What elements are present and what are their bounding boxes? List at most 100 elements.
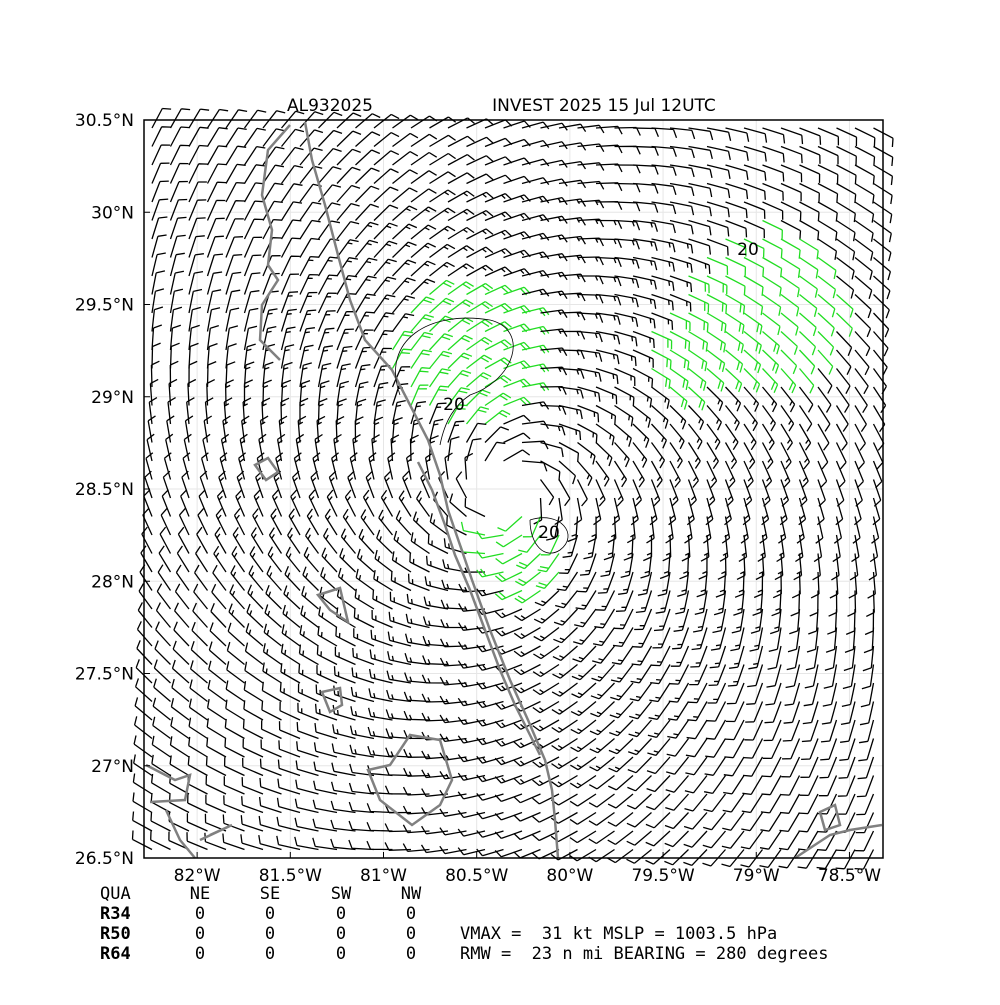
wind-barb bbox=[575, 590, 597, 610]
wind-barb bbox=[145, 452, 154, 480]
wind-barb bbox=[609, 719, 634, 737]
wind-barb bbox=[762, 275, 782, 297]
wind-barb bbox=[632, 182, 659, 194]
wind-barb bbox=[243, 236, 263, 258]
wind-barb bbox=[151, 198, 169, 221]
wind-barb bbox=[336, 220, 360, 240]
wind-barb bbox=[705, 719, 727, 740]
wind-barb bbox=[317, 625, 338, 647]
wind-barb bbox=[632, 404, 651, 428]
wind-barb bbox=[873, 238, 892, 262]
wind-barb bbox=[169, 162, 189, 184]
wind-barb bbox=[494, 682, 523, 692]
wind-barb bbox=[428, 350, 453, 369]
wind-barb bbox=[743, 256, 765, 277]
wind-barb bbox=[476, 811, 504, 820]
wind-barb bbox=[355, 131, 381, 147]
wind-barb bbox=[798, 812, 819, 833]
wind-barb bbox=[836, 312, 853, 337]
wind-barb bbox=[725, 238, 747, 257]
wind-barb bbox=[798, 405, 813, 432]
wind-barb bbox=[513, 626, 541, 640]
wind-barb bbox=[706, 293, 728, 314]
wind-barb bbox=[225, 127, 247, 147]
wind-barb bbox=[688, 145, 713, 160]
wind-barb bbox=[577, 312, 604, 323]
wind-barb bbox=[206, 324, 219, 351]
wind-barb bbox=[243, 681, 264, 703]
wind-barb bbox=[336, 363, 351, 388]
wind-barb bbox=[466, 246, 494, 259]
wind-barb bbox=[243, 127, 266, 147]
wind-barb bbox=[350, 706, 375, 721]
wind-barb bbox=[521, 214, 550, 223]
wind-barb bbox=[335, 627, 356, 647]
wind-barb bbox=[283, 585, 301, 610]
wind-barb bbox=[799, 793, 819, 815]
wind-barb bbox=[206, 271, 223, 295]
wind-barb bbox=[406, 593, 430, 610]
wind-barb bbox=[457, 810, 486, 819]
wind-barb bbox=[354, 311, 375, 332]
wind-barb bbox=[188, 288, 203, 314]
wind-barb bbox=[447, 135, 475, 148]
wind-barb bbox=[595, 367, 619, 385]
wind-barb bbox=[627, 775, 652, 792]
wind-barb bbox=[384, 842, 412, 851]
wind-barb bbox=[392, 205, 418, 221]
wind-barb bbox=[195, 545, 209, 573]
wind-barb bbox=[261, 397, 271, 425]
wind-barb bbox=[669, 238, 694, 254]
wind-barb bbox=[155, 621, 171, 647]
wind-barb bbox=[614, 238, 640, 250]
wind-barb bbox=[243, 290, 260, 314]
wind-barb bbox=[706, 330, 726, 353]
wind-barb bbox=[786, 645, 801, 671]
wind-barb bbox=[780, 312, 799, 336]
wind-barb bbox=[873, 331, 889, 357]
y-tick-label: 30°N bbox=[91, 203, 134, 223]
wind-barb bbox=[373, 150, 400, 166]
wind-barb bbox=[722, 793, 745, 813]
contour-label: 20 bbox=[538, 523, 560, 543]
wind-barb bbox=[373, 382, 389, 406]
wind-barb bbox=[738, 534, 748, 562]
wind-barb bbox=[854, 349, 870, 376]
wind-barb bbox=[558, 235, 586, 245]
wind-barb bbox=[632, 367, 654, 388]
wind-barb bbox=[373, 399, 386, 425]
wind-barb bbox=[854, 275, 873, 299]
wind-barb bbox=[429, 243, 456, 259]
wind-barb bbox=[595, 219, 623, 229]
wind-barb bbox=[362, 489, 375, 517]
wind-barb bbox=[669, 201, 695, 216]
wind-barb bbox=[152, 716, 171, 740]
wind-barb bbox=[402, 843, 430, 853]
wind-barb bbox=[725, 701, 745, 723]
wind-barb bbox=[276, 835, 301, 851]
wind-barb bbox=[206, 235, 224, 258]
wind-barb bbox=[715, 571, 727, 598]
wind-barb bbox=[762, 293, 782, 316]
wind-barb bbox=[206, 379, 215, 406]
wind-barb bbox=[706, 201, 730, 218]
wind-barb bbox=[845, 608, 856, 636]
wind-barb bbox=[795, 534, 804, 563]
wind-barb bbox=[854, 849, 875, 870]
wind-barb bbox=[291, 470, 301, 499]
wind-barb bbox=[336, 202, 360, 221]
wind-barb bbox=[669, 349, 690, 371]
wind-barb bbox=[312, 837, 338, 851]
wind-barb bbox=[466, 319, 493, 333]
wind-barb bbox=[651, 423, 667, 449]
wind-barb bbox=[207, 679, 227, 703]
wind-barb bbox=[516, 553, 541, 570]
wind-barb bbox=[314, 703, 338, 721]
x-tick-label: 80°W bbox=[546, 866, 593, 886]
wind-barb bbox=[858, 719, 875, 744]
wind-barb bbox=[532, 793, 560, 805]
wind-barb bbox=[173, 621, 190, 647]
wind-barb bbox=[151, 180, 169, 203]
wind-barb bbox=[484, 211, 513, 222]
wind-barb bbox=[614, 330, 638, 347]
